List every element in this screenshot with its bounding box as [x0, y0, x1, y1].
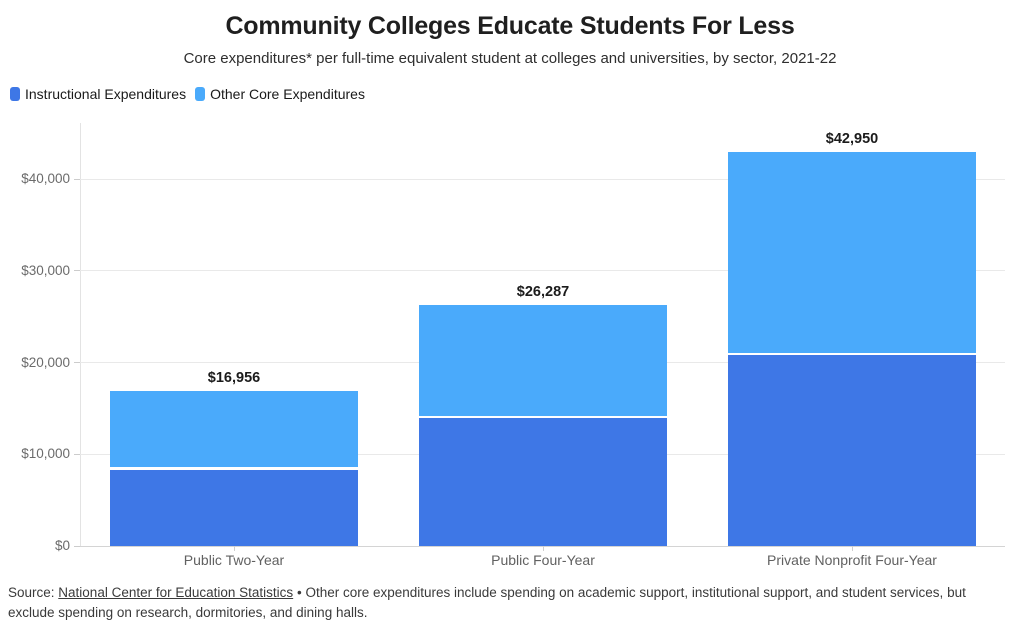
legend: Instructional Expenditures Other Core Ex… [10, 86, 365, 102]
chart-subtitle: Core expenditures* per full-time equival… [183, 50, 837, 67]
bar-segment-instructional [419, 415, 667, 546]
source-prefix: Source: [8, 585, 55, 600]
y-axis-label: $10,000 [21, 446, 70, 462]
footnote-text: Other core expenditures include spending… [8, 585, 966, 620]
bar-total-label: $16,956 [207, 369, 261, 386]
category-label: Public Four-Year [491, 552, 595, 568]
bar-segment-other-core [728, 152, 976, 354]
legend-item-other-core: Other Core Expenditures [195, 86, 365, 102]
category-tick [542, 546, 544, 551]
y-axis-label: $40,000 [21, 171, 70, 187]
legend-item-instructional: Instructional Expenditures [10, 86, 186, 102]
bar-total-label: $42,950 [825, 131, 879, 148]
legend-swatch-instructional-icon [10, 87, 20, 101]
legend-label-instructional: Instructional Expenditures [25, 86, 187, 102]
category-tick [233, 546, 235, 551]
source-link[interactable]: National Center for Education Statistics [58, 585, 294, 600]
y-axis-line [80, 123, 81, 546]
y-axis-tick [74, 453, 80, 455]
category-label: Private Nonprofit Four-Year [767, 552, 937, 568]
category-label: Public Two-Year [183, 552, 285, 568]
bar-segment-instructional [728, 353, 976, 546]
y-axis-label: $0 [54, 538, 70, 553]
footer-separator: • [296, 585, 302, 600]
chart-title: Community Colleges Educate Students For … [225, 12, 795, 40]
bar-total-label: $26,287 [516, 283, 570, 300]
gridline [80, 270, 1005, 272]
legend-label-other-core: Other Core Expenditures [210, 86, 365, 102]
category-tick [851, 546, 853, 551]
source-note: Source: National Center for Education St… [8, 583, 974, 623]
y-axis-label: $30,000 [21, 262, 70, 278]
y-axis-tick [74, 362, 80, 364]
bar-segment-other-core [110, 390, 358, 468]
y-axis-tick [74, 545, 80, 547]
y-axis-tick [74, 270, 80, 272]
y-axis-tick [74, 178, 80, 180]
gridline [80, 178, 1005, 180]
legend-swatch-other-core-icon [195, 87, 206, 101]
bar-segment-other-core [419, 304, 667, 416]
bar-segment-instructional [110, 467, 358, 546]
y-axis-label: $20,000 [21, 354, 70, 370]
